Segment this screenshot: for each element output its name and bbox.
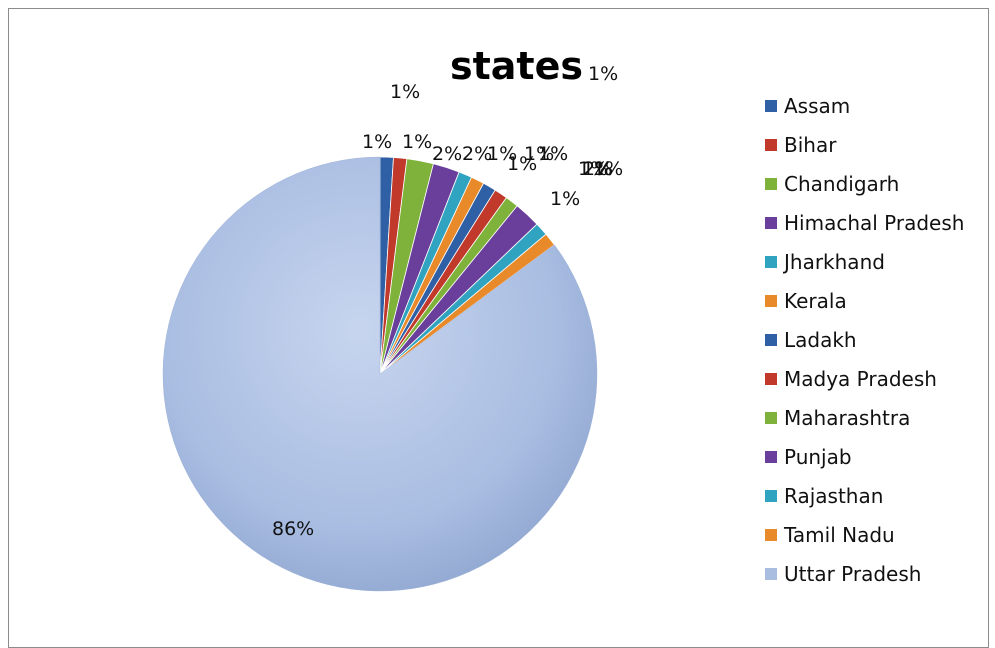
legend-item-assam: Assam xyxy=(765,86,964,125)
legend-item-maharashtra: Maharashtra xyxy=(765,398,964,437)
data-label-uttar-pradesh: 86% xyxy=(272,518,314,540)
legend-label: Tamil Nadu xyxy=(784,522,895,547)
data-label-extra: 1% xyxy=(582,158,612,180)
legend-label: Jharkhand xyxy=(784,249,885,274)
legend-label: Ladakh xyxy=(784,327,857,352)
legend-label: Himachal Pradesh xyxy=(784,210,965,235)
legend-item-uttar-pradesh: Uttar Pradesh xyxy=(765,554,964,593)
data-label-extra: 1% xyxy=(588,63,618,85)
legend-item-rajasthan: Rajasthan xyxy=(765,476,964,515)
data-label-bihar: 1% xyxy=(402,131,432,153)
legend: Assam Bihar Chandigarh Himachal Pradesh Jhar… xyxy=(765,86,964,593)
data-label-ladakh: 1% xyxy=(524,143,554,165)
legend-swatch xyxy=(765,294,777,307)
legend-label: Uttar Pradesh xyxy=(784,561,922,586)
legend-item-jharkhand: Jharkhand xyxy=(765,242,964,281)
legend-label: Punjab xyxy=(784,444,852,469)
legend-item-tamil-nadu: Tamil Nadu xyxy=(765,515,964,554)
legend-swatch xyxy=(765,450,777,463)
legend-item-madya-pradesh: Madya Pradesh xyxy=(765,359,964,398)
legend-item-kerala: Kerala xyxy=(765,281,964,320)
legend-item-himachal-pradesh: Himachal Pradesh xyxy=(765,203,964,242)
legend-swatch xyxy=(765,528,777,541)
legend-label: Madya Pradesh xyxy=(784,366,937,391)
data-label-jharkhand: 1% xyxy=(487,143,517,165)
legend-item-bihar: Bihar xyxy=(765,125,964,164)
legend-swatch xyxy=(765,255,777,268)
data-label-punjab: 2% xyxy=(583,158,613,180)
legend-label: Rajasthan xyxy=(784,483,884,508)
legend-swatch xyxy=(765,138,777,151)
data-label-maharashtra: 1% xyxy=(578,158,608,180)
legend-label: Bihar xyxy=(784,132,837,157)
legend-item-chandigarh: Chandigarh xyxy=(765,164,964,203)
legend-swatch xyxy=(765,216,777,229)
data-label-madya-pradesh: 1% xyxy=(538,143,568,165)
legend-swatch xyxy=(765,177,777,190)
legend-label: Kerala xyxy=(784,288,847,313)
legend-swatch xyxy=(765,567,777,580)
data-label-extra: 1% xyxy=(390,81,420,103)
data-label-kerala: 1% xyxy=(507,153,537,175)
legend-label: Assam xyxy=(784,93,851,118)
pie-slice-uttar-pradesh xyxy=(162,156,598,592)
legend-item-punjab: Punjab xyxy=(765,437,964,476)
legend-swatch xyxy=(765,489,777,502)
legend-swatch xyxy=(765,372,777,385)
legend-label: Maharashtra xyxy=(784,405,911,430)
data-label-tamil-nadu: 1% xyxy=(593,158,623,180)
chart-title: states xyxy=(450,44,583,88)
legend-swatch xyxy=(765,99,777,112)
legend-label: Chandigarh xyxy=(784,171,900,196)
data-label-chandigarh: 2% xyxy=(432,143,462,165)
data-label-rajasthan: 1% xyxy=(550,188,580,210)
data-label-assam: 1% xyxy=(362,131,392,153)
legend-swatch xyxy=(765,411,777,424)
legend-item-ladakh: Ladakh xyxy=(765,320,964,359)
legend-swatch xyxy=(765,333,777,346)
data-label-himachal-pradesh: 2% xyxy=(462,143,492,165)
